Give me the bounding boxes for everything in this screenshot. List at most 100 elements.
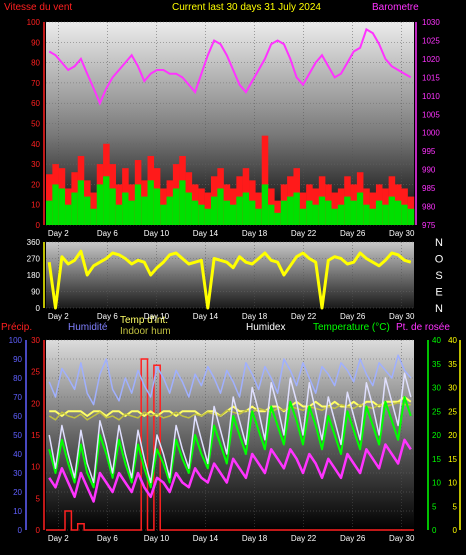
wind-tick-label: 70	[31, 79, 40, 88]
barometer-line	[48, 27, 412, 106]
temp-tick-label-a: 15	[432, 455, 441, 464]
wind-bar	[230, 204, 237, 225]
compass-label: S	[435, 270, 442, 282]
x-tick-label: Day 2	[48, 534, 69, 543]
precip-tick-label: 20	[31, 399, 40, 408]
x-tick-label: Day 10	[144, 229, 170, 238]
hum-tick-label: 90	[13, 355, 22, 364]
wind-bar	[407, 208, 415, 225]
temp-tick-label-a: 35	[432, 360, 441, 369]
wind-bar	[331, 208, 339, 225]
wind-direction-line	[47, 249, 412, 310]
humidit-line	[48, 354, 412, 406]
temp-tick-label-b: 10	[448, 479, 457, 488]
x-tick-label: Day 2	[48, 229, 69, 238]
wind-bar	[242, 192, 250, 225]
wind-bar	[344, 196, 351, 225]
wind-bar	[52, 184, 59, 225]
wind-bar	[71, 192, 78, 225]
wind-bar	[306, 200, 313, 225]
precip-label: Précip.	[1, 322, 33, 333]
x-tick-label: Day 30	[389, 229, 415, 238]
wind-bar	[268, 204, 275, 225]
wind-tick-label: 60	[31, 99, 40, 108]
baro-tick-label: 1025	[422, 36, 440, 45]
wind-bar	[318, 196, 326, 225]
humidity-label: Humidité	[68, 322, 108, 333]
wind-bar	[236, 196, 243, 225]
wind-bar	[115, 204, 123, 225]
precip-tick-label: 30	[31, 336, 40, 345]
temperature-label: Temperature (°C)	[313, 322, 390, 333]
wind-bar	[255, 208, 262, 225]
precip-line	[46, 358, 414, 531]
compass-label: N	[435, 303, 443, 315]
x-tick-label: Day 6	[97, 229, 118, 238]
wind-bar	[274, 212, 281, 225]
wind-bar	[375, 200, 383, 225]
temp-tick-label-a: 40	[432, 336, 441, 345]
gust-bar	[261, 135, 269, 225]
baro-tick-label: 1030	[422, 18, 440, 27]
wind-bar	[299, 208, 307, 225]
wind-bar	[185, 192, 193, 225]
wind-bar	[210, 196, 218, 225]
dir-tick-label: 270	[27, 255, 41, 264]
baro-tick-label: 1000	[422, 129, 440, 138]
temp-tick-label-b: 15	[448, 455, 457, 464]
x-tick-label: Day 14	[193, 534, 219, 543]
dir-tick-label: 360	[27, 238, 41, 247]
hum-tick-label: 60	[13, 412, 22, 421]
x-tick-label: Day 14	[193, 312, 219, 321]
wind-bar	[147, 180, 155, 225]
hum-tick-label: 40	[13, 450, 22, 459]
wind-bar	[134, 184, 142, 225]
x-tick-label: Day 22	[291, 229, 317, 238]
wind-bar	[356, 192, 364, 225]
barometer-label: Barometre	[372, 2, 419, 13]
hum-tick-label: 0	[18, 526, 23, 535]
wind-bar	[204, 208, 212, 225]
wind-tick-label: 100	[27, 18, 41, 27]
wind-tick-label: 80	[31, 59, 40, 68]
baro-tick-label: 995	[422, 147, 436, 156]
x-tick-label: Day 10	[144, 534, 170, 543]
x-tick-label: Day 18	[242, 312, 268, 321]
wind-bar	[179, 180, 186, 225]
x-tick-label: Day 18	[242, 534, 268, 543]
wind-bar	[90, 208, 97, 225]
wind-bar	[280, 200, 288, 225]
x-tick-label: Day 26	[340, 312, 366, 321]
wind-bar	[394, 200, 402, 225]
baro-tick-label: 990	[422, 166, 436, 175]
temp-tick-label-a: 30	[432, 384, 441, 393]
wind-bar	[223, 200, 231, 225]
temp-tick-label-b: 0	[453, 526, 458, 535]
wind-bar	[153, 188, 161, 225]
wind-bar	[325, 200, 332, 225]
precip-tick-label: 25	[31, 368, 40, 377]
indoor-hum-line	[48, 401, 411, 421]
temp-int-label: Temp d'int.	[120, 315, 169, 326]
baro-tick-label: 1005	[422, 110, 440, 119]
wind-bar	[191, 200, 199, 225]
precip-tick-label: 0	[36, 526, 41, 535]
wind-bar	[84, 196, 91, 225]
x-tick-label: Day 30	[389, 312, 415, 321]
dewpoint-label: Pt. de rosée	[396, 322, 450, 333]
wind-bar	[287, 196, 294, 225]
wind-bar	[369, 208, 377, 225]
temp-tick-label-a: 20	[432, 431, 441, 440]
baro-tick-label: 1020	[422, 55, 440, 64]
temp-tick-label-b: 40	[448, 336, 457, 345]
hum-tick-label: 50	[13, 431, 22, 440]
wind-bar	[363, 204, 370, 225]
indoor-hum-label: Indoor hum	[120, 326, 171, 337]
dir-tick-label: 180	[27, 271, 41, 280]
wind-bar	[217, 188, 224, 225]
temp-tick-label-b: 35	[448, 360, 457, 369]
pt-de-ros-e-line	[48, 438, 412, 503]
hum-tick-label: 100	[9, 336, 23, 345]
dir-tick-label: 0	[36, 304, 41, 313]
